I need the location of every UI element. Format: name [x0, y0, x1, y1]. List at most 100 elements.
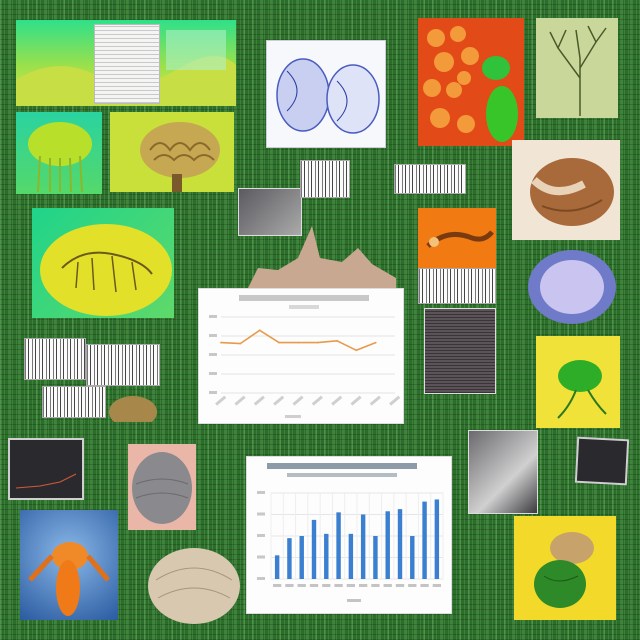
orange-lizard-image	[418, 208, 496, 268]
line-chart-ytick	[209, 391, 217, 394]
data-label	[42, 386, 106, 418]
red-cells-icon	[423, 26, 518, 142]
bar-chart-bar	[397, 509, 403, 579]
monitor-trace	[15, 473, 77, 489]
bar-chart-bar	[434, 499, 440, 579]
line-chart-title-blur	[239, 295, 369, 301]
lizard-icon	[426, 230, 494, 248]
line-chart-xtick	[311, 395, 323, 406]
blue-cell-sketch-image	[266, 40, 386, 148]
bar-chart-xtick	[432, 584, 441, 587]
brain-coral-icon	[140, 122, 220, 192]
line-chart-ytick	[209, 353, 217, 356]
bar-chart-xtick	[420, 584, 429, 587]
bar-chart-xtick	[383, 584, 392, 587]
line-chart-xtick	[234, 395, 246, 406]
bar-chart-bar	[274, 555, 280, 579]
line-chart-point	[316, 341, 319, 344]
red-cells-image	[418, 18, 524, 146]
violet-cell-icon	[528, 250, 616, 324]
line-chart-point	[297, 341, 300, 344]
violet-cell-image	[526, 248, 618, 326]
yellow-insect-icon	[534, 532, 594, 608]
grey-shell-image	[128, 444, 196, 530]
line-chart-xtick	[253, 395, 265, 406]
line-chart-xtick	[273, 395, 285, 406]
banner-hills	[16, 30, 236, 106]
data-label	[394, 164, 466, 194]
bar-chart-bar	[324, 533, 329, 579]
bar-chart-title-blur	[267, 463, 417, 469]
dark-scan-image	[424, 308, 496, 394]
line-chart	[198, 288, 404, 424]
tree-sketch-image	[536, 18, 618, 118]
bar-chart-xtick	[395, 584, 405, 587]
bar-chart-bar	[410, 536, 415, 579]
yellow-insect-image	[514, 516, 616, 620]
line-chart-xtick	[292, 395, 304, 406]
line-chart-point	[336, 339, 338, 342]
line-chart-ytick	[209, 334, 217, 337]
bar-chart-bar	[299, 536, 304, 579]
bar-chart-bar	[422, 501, 427, 579]
bar-chart-bar	[348, 533, 354, 579]
skeleton-fossil-icon	[40, 224, 172, 316]
coral-sculpture-icon	[248, 226, 396, 288]
dark-scan-image	[468, 430, 538, 514]
line-chart-point	[239, 342, 242, 345]
bar-chart-xtick	[309, 584, 319, 587]
jellyfish-icon	[28, 122, 92, 193]
grey-shell-icon	[132, 452, 192, 524]
bar-chart-ytick	[257, 512, 265, 516]
skeleton-fossil-image	[32, 208, 174, 318]
tree-sketch-icon	[549, 25, 607, 116]
line-chart-point	[278, 341, 280, 344]
line-chart-point	[220, 341, 222, 344]
green-insect-image	[536, 336, 620, 428]
pale-brain-icon	[148, 548, 240, 624]
bar-chart-ytick	[257, 491, 265, 494]
blue-cell-sketch-icon	[276, 58, 380, 134]
jellyfish-image	[16, 112, 102, 194]
bar-chart-xtick	[359, 584, 368, 587]
line-chart-point	[258, 329, 261, 332]
bar-chart-bar	[373, 536, 378, 579]
line-chart-xtick	[350, 395, 362, 406]
bar-chart-xtick	[322, 584, 331, 587]
bar-chart-xtick	[297, 584, 306, 587]
line-chart-point	[355, 349, 358, 352]
sponge-icon	[109, 396, 157, 422]
bar-chart-xtick	[273, 584, 282, 587]
bar-chart-ytick	[257, 577, 265, 580]
line-chart-xtick	[369, 395, 381, 406]
grey-texture-image	[238, 188, 302, 236]
line-chart-ytick	[209, 315, 217, 318]
line-chart-xtick	[331, 395, 343, 406]
data-label	[24, 338, 86, 380]
line-chart-plot	[209, 295, 401, 418]
dark-monitor-image	[8, 438, 84, 500]
bar-chart-xtick	[285, 584, 294, 587]
bar-chart-plot	[257, 463, 444, 602]
bar-chart-bar	[287, 538, 292, 579]
line-chart-series	[220, 329, 376, 352]
brown-organ-icon	[530, 158, 614, 226]
brain-coral-image	[110, 112, 234, 192]
bar-chart-xtick	[346, 584, 355, 587]
orange-insect-icon	[28, 542, 110, 616]
data-label	[418, 268, 496, 304]
line-chart-xtick	[215, 395, 227, 406]
data-label	[86, 344, 160, 386]
text-document	[94, 24, 160, 104]
coral-sculpture-image	[248, 218, 396, 288]
bar-chart-xtick	[408, 584, 417, 587]
line-chart-xtick	[389, 395, 401, 406]
bar-chart-ytick	[257, 555, 265, 559]
bar-chart-bar	[385, 511, 390, 579]
sponge-image	[106, 386, 160, 422]
bar-chart-subtitle-blur	[287, 473, 397, 477]
bar-chart-bar	[311, 519, 317, 579]
data-label	[300, 160, 350, 198]
bar-chart-bar	[336, 512, 341, 579]
